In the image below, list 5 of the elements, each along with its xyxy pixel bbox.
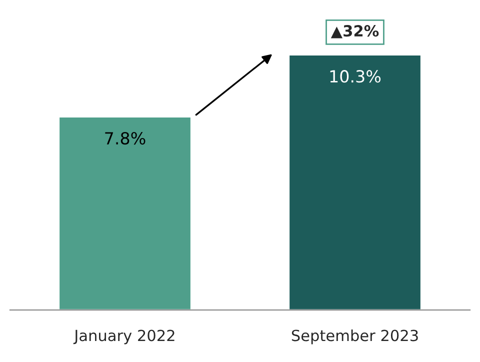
x-tick-label: September 2023 <box>292 329 418 344</box>
data-label: 10.3% <box>330 70 381 83</box>
data-label: 7.8% <box>105 132 146 145</box>
annotation: ▲32% <box>330 25 379 38</box>
x-tick-label: January 2022 <box>73 330 174 344</box>
